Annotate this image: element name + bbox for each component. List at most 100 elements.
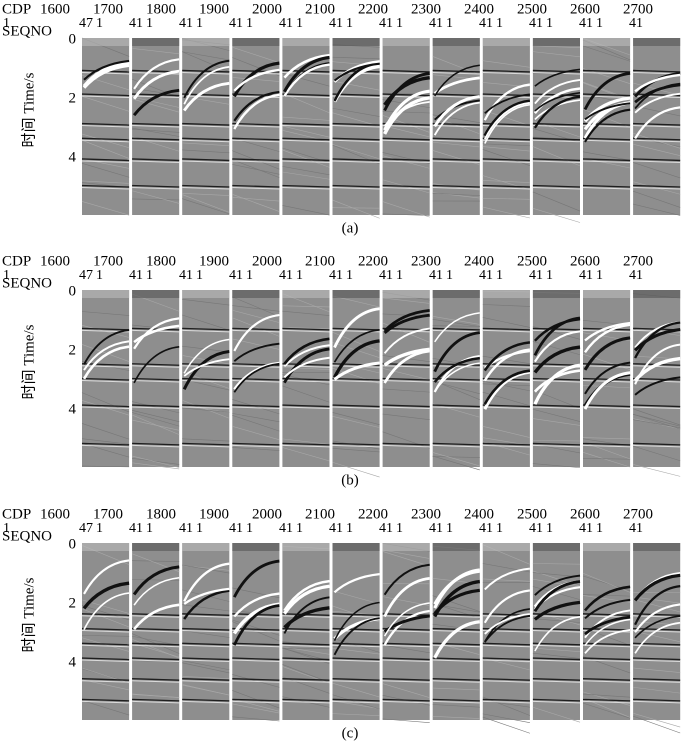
reflector bbox=[633, 627, 681, 631]
diffraction bbox=[533, 363, 581, 405]
texture bbox=[132, 560, 180, 562]
reflector bbox=[232, 444, 280, 448]
texture bbox=[582, 594, 631, 597]
texture bbox=[482, 109, 530, 127]
seqno-end: 41 bbox=[629, 268, 643, 283]
shallow-noise bbox=[132, 543, 180, 551]
seqno-end: 47 bbox=[79, 521, 93, 536]
reflector bbox=[432, 377, 480, 381]
reflector bbox=[132, 657, 180, 661]
reflector bbox=[432, 680, 480, 683]
reflector bbox=[332, 698, 380, 702]
reflector bbox=[282, 404, 330, 408]
texture bbox=[132, 48, 180, 55]
reflector bbox=[81, 93, 130, 97]
reflector bbox=[532, 678, 581, 681]
texture bbox=[81, 635, 130, 637]
shallow-noise bbox=[432, 290, 480, 298]
reflector bbox=[132, 158, 180, 162]
texture bbox=[332, 682, 380, 698]
texture bbox=[582, 441, 631, 460]
reflector bbox=[532, 404, 581, 408]
cdp-number: 2100 bbox=[305, 506, 335, 522]
texture bbox=[81, 465, 130, 468]
diffraction bbox=[484, 567, 531, 591]
texture bbox=[81, 74, 130, 91]
time-tick-label: 0 bbox=[69, 283, 77, 299]
reflector bbox=[432, 657, 480, 661]
texture bbox=[282, 116, 330, 121]
diffraction bbox=[233, 313, 280, 352]
reflector bbox=[282, 406, 330, 410]
reflector bbox=[332, 139, 380, 143]
reflector bbox=[132, 93, 180, 97]
reflector bbox=[532, 659, 581, 663]
diffraction bbox=[132, 69, 180, 100]
seqno-end: 41 bbox=[179, 521, 193, 536]
reflector bbox=[332, 680, 380, 683]
reflector bbox=[582, 139, 631, 143]
seqno-end: 41 bbox=[529, 268, 543, 283]
cdp-number: 2000 bbox=[252, 506, 282, 522]
seqno-end: 41 bbox=[629, 16, 643, 31]
shallow-noise bbox=[332, 38, 380, 46]
reflector bbox=[482, 404, 530, 408]
reflector bbox=[382, 404, 430, 408]
diffraction bbox=[584, 323, 631, 353]
reflector bbox=[132, 613, 180, 616]
shallow-noise bbox=[432, 38, 480, 46]
texture bbox=[633, 408, 681, 426]
diffraction bbox=[333, 339, 380, 379]
reflector bbox=[382, 377, 430, 381]
seqno-start: 1 bbox=[446, 268, 453, 283]
reflector bbox=[482, 657, 530, 661]
cdp-label: CDP bbox=[2, 1, 31, 17]
texture bbox=[482, 716, 530, 734]
texture bbox=[532, 51, 581, 58]
reflector bbox=[482, 444, 530, 448]
reflector bbox=[582, 659, 631, 663]
seqno-start: 1 bbox=[596, 16, 603, 31]
reflector bbox=[282, 377, 330, 381]
cdp-number: 1900 bbox=[199, 253, 229, 269]
reflector bbox=[282, 363, 330, 366]
texture bbox=[582, 151, 631, 161]
diffraction bbox=[484, 93, 530, 114]
caption: (b) bbox=[341, 472, 359, 488]
reflector bbox=[582, 93, 631, 97]
reflector bbox=[232, 680, 280, 683]
reflector bbox=[633, 377, 681, 381]
diffraction bbox=[533, 95, 581, 129]
reflector bbox=[81, 698, 130, 702]
reflector bbox=[132, 377, 180, 381]
reflector bbox=[482, 327, 530, 331]
cdp-number: 2100 bbox=[305, 253, 335, 269]
reflector bbox=[282, 187, 330, 190]
reflector bbox=[482, 680, 530, 683]
texture bbox=[432, 455, 480, 471]
reflector bbox=[182, 329, 230, 333]
texture bbox=[482, 383, 530, 387]
texture bbox=[282, 73, 330, 87]
reflector bbox=[232, 327, 280, 331]
reflector bbox=[282, 380, 330, 383]
diffraction bbox=[83, 592, 130, 631]
diffraction bbox=[433, 356, 480, 383]
reflector bbox=[332, 659, 380, 663]
cdp-number: 2000 bbox=[252, 1, 282, 17]
diffraction bbox=[183, 81, 230, 112]
texture bbox=[582, 81, 631, 100]
seqno-start: 1 bbox=[496, 16, 503, 31]
reflector bbox=[282, 327, 330, 331]
reflector bbox=[182, 644, 230, 648]
reflector bbox=[232, 442, 280, 446]
reflector bbox=[633, 184, 681, 188]
texture bbox=[282, 447, 330, 462]
texture bbox=[332, 112, 380, 127]
reflector bbox=[633, 700, 681, 704]
texture bbox=[131, 638, 180, 659]
shallow-noise bbox=[282, 38, 330, 46]
diffraction bbox=[634, 603, 681, 633]
diffraction bbox=[483, 370, 531, 410]
texture bbox=[182, 662, 230, 674]
